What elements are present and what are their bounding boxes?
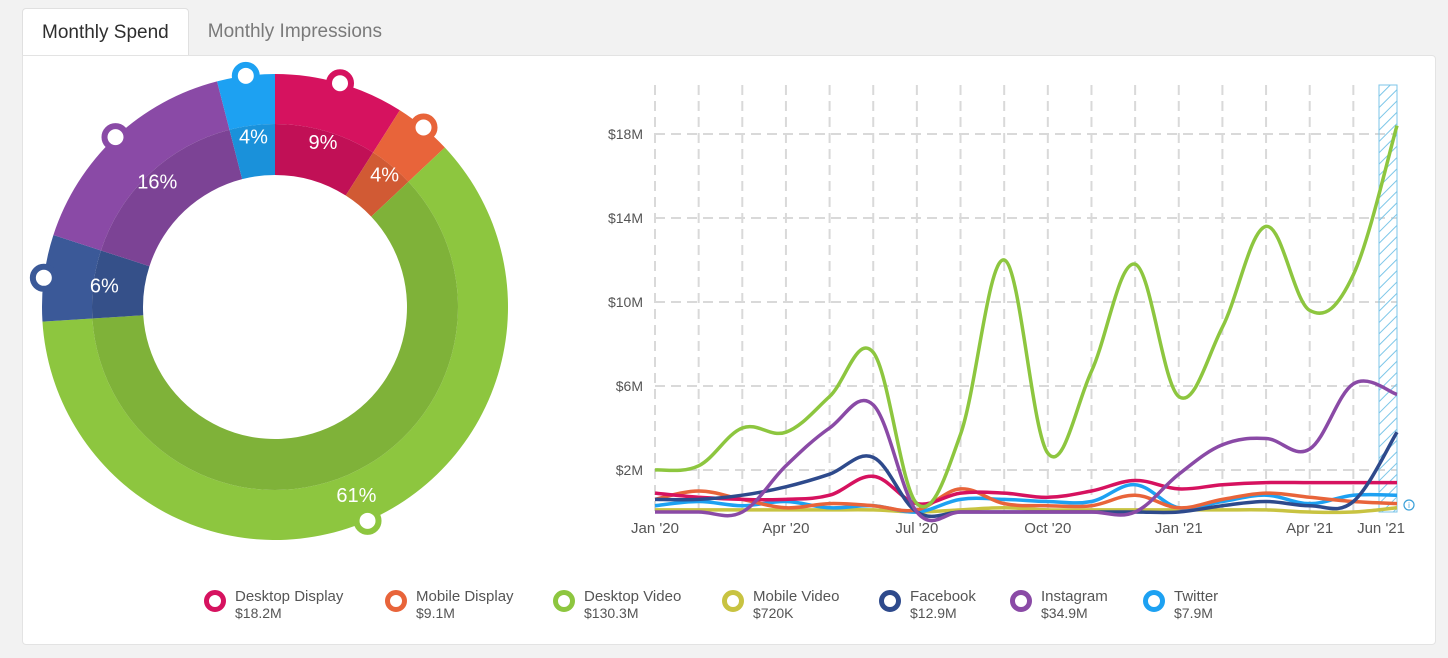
donut-slice-mobile-display[interactable] [373, 110, 445, 182]
donut-label-facebook: 6% [90, 275, 119, 297]
tab-monthly-spend[interactable]: Monthly Spend [22, 8, 189, 57]
y-tick-label: $14M [608, 210, 643, 226]
series-line-desktop-display[interactable] [654, 474, 1397, 506]
donut-label-desktop-video: 61% [336, 485, 376, 507]
x-tick-label: Apr '20 [762, 520, 809, 537]
y-tick-label: $18M [608, 126, 643, 142]
line-chart: $2M $6M $10M $14M $18M Jan '20 Apr '20 Jul '20 O… [608, 84, 1415, 537]
legend-name: Mobile Video [753, 588, 840, 605]
donut-marker-twitter[interactable] [231, 61, 260, 90]
donut-slice-inner-twitter [229, 124, 275, 180]
donut-slice-inner-desktop-video [92, 181, 459, 491]
legend-marker-icon [385, 590, 407, 612]
legend-marker-icon [722, 590, 744, 612]
donut-label-instagram: 16% [137, 172, 177, 194]
x-tick-label: Oct '20 [1024, 520, 1071, 537]
tab-monthly-impressions[interactable]: Monthly Impressions [207, 21, 382, 42]
legend-value: $130.3M [584, 605, 639, 621]
series-line-desktop-video[interactable] [654, 125, 1399, 509]
x-tick-label: Jan '21 [1155, 520, 1203, 537]
x-tick-label: Jul '20 [895, 520, 938, 537]
legend-marker-icon [1143, 590, 1165, 612]
series-line-mobile-display[interactable] [654, 487, 1398, 513]
legend-name: Desktop Video [584, 588, 682, 605]
donut-slice-desktop-display[interactable] [275, 74, 400, 153]
legend-name: Desktop Display [235, 588, 344, 605]
partial-period-band [1378, 84, 1398, 513]
donut-slice-instagram[interactable] [53, 81, 230, 251]
legend-value: $9.1M [416, 605, 455, 621]
legend-name: Facebook [910, 588, 976, 605]
y-tick-label: $10M [608, 294, 643, 310]
donut-marker-instagram[interactable] [101, 123, 130, 152]
donut-marker-desktop-video[interactable] [353, 506, 382, 535]
donut-label-twitter: 4% [239, 126, 268, 148]
legend-marker-icon [553, 590, 575, 612]
legend-name: Instagram [1041, 588, 1108, 605]
donut-slice-inner-instagram [100, 129, 243, 267]
x-tick-label: Jun '21 [1357, 520, 1405, 537]
legend-value: $18.2M [235, 605, 282, 621]
series-line-twitter[interactable] [654, 482, 1398, 514]
donut-slice-facebook[interactable] [42, 234, 101, 322]
donut-label-desktop-display: 9% [309, 132, 338, 154]
donut-marker-desktop-display[interactable] [326, 69, 355, 98]
chart-panel [22, 55, 1436, 645]
series-line-mobile-video[interactable] [655, 506, 1398, 515]
legend-value: $720K [753, 605, 794, 621]
y-tick-label: $2M [616, 462, 643, 478]
donut-marker-mobile-display[interactable] [409, 113, 438, 142]
donut-slice-twitter[interactable] [217, 74, 275, 130]
legend-name: Mobile Display [416, 588, 514, 605]
info-icon[interactable]: i [1403, 499, 1415, 511]
x-tick-label: Apr '21 [1286, 520, 1333, 537]
donut-slice-inner-mobile-display [345, 152, 409, 217]
legend-name: Twitter [1174, 588, 1219, 605]
legend-marker-icon [1010, 590, 1032, 612]
series-line-instagram[interactable] [655, 379, 1398, 523]
legend-marker-icon [879, 590, 901, 612]
legend-marker-icon [204, 590, 226, 612]
legend-value: $7.9M [1174, 605, 1213, 621]
donut-slice-desktop-video[interactable] [42, 147, 508, 540]
legend-value: $12.9M [910, 605, 957, 621]
donut-chart: 9% 4% 61% 6% 16% 4% [29, 61, 508, 540]
y-tick-label: $6M [616, 378, 643, 394]
legend-value: $34.9M [1041, 605, 1088, 621]
tab-bar: Monthly Spend Monthly Impressions [22, 8, 401, 57]
donut-label-mobile-display: 4% [370, 164, 399, 186]
donut-marker-facebook[interactable] [29, 263, 58, 292]
donut-slice-inner-facebook [92, 250, 150, 319]
x-tick-label: Jan '20 [631, 520, 679, 537]
svg-text:i: i [1408, 501, 1410, 510]
donut-slice-inner-desktop-display [275, 124, 374, 196]
